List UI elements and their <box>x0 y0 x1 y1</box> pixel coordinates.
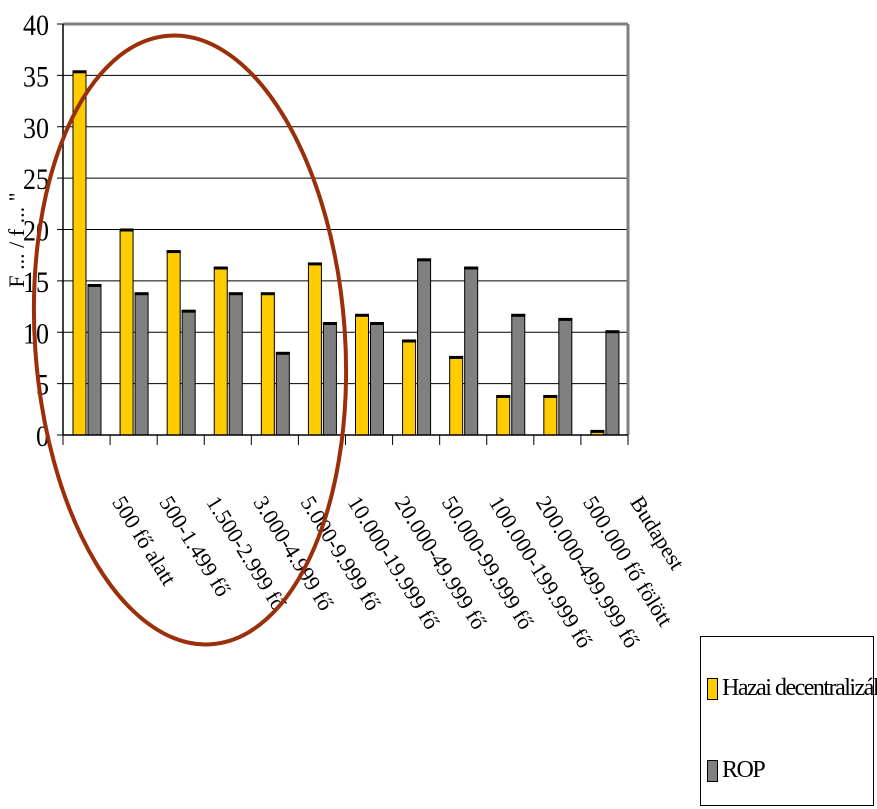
bar-hazai <box>307 262 322 436</box>
bar-rop <box>417 258 432 436</box>
bar-top-edge <box>119 228 134 232</box>
bar-top-edge <box>417 258 432 262</box>
legend-label-hazai: Hazai decentralizált <box>722 675 877 701</box>
bar-top-edge <box>307 262 322 266</box>
bar-hazai <box>72 70 87 436</box>
bar-top-edge <box>181 309 196 313</box>
bar-rop <box>87 284 102 436</box>
bar-top-edge <box>213 266 228 270</box>
bar-rop <box>605 330 620 436</box>
bar-top-edge <box>260 292 275 296</box>
bar-hazai <box>213 267 228 436</box>
bar-top-edge <box>134 292 149 296</box>
bar-top-edge <box>543 394 558 398</box>
legend-label-rop: ROP <box>722 757 766 783</box>
legend-swatch-hazai <box>707 677 718 700</box>
bar-top-edge <box>464 266 479 270</box>
bar-top-edge <box>496 394 511 398</box>
bar-rop <box>275 352 290 436</box>
legend-item-rop: ROP <box>707 757 766 784</box>
bar-rop <box>228 292 243 436</box>
y-tick-label: 25 <box>23 163 49 196</box>
bar-top-edge <box>449 355 464 359</box>
bar-top-edge <box>87 283 102 287</box>
bar-rop <box>181 310 196 436</box>
gridlines <box>63 74 628 385</box>
y-tick-label: 30 <box>23 112 49 145</box>
legend-item-hazai: Hazai decentralizált <box>707 675 877 702</box>
bars <box>72 70 620 436</box>
bar-hazai <box>166 250 181 436</box>
bar-top-edge <box>322 322 337 326</box>
y-tick-label: 35 <box>23 60 49 93</box>
bar-top-edge <box>511 313 526 317</box>
bar-rop <box>370 322 384 436</box>
bar-top-edge <box>590 429 605 433</box>
bar-rop <box>134 292 149 436</box>
bar-hazai <box>260 292 275 436</box>
bar-top-edge <box>275 351 290 355</box>
bar-rop <box>322 322 337 436</box>
bar-top-edge <box>558 317 573 321</box>
legend-swatch-rop <box>707 759 718 782</box>
bar-top-edge <box>228 292 243 296</box>
bar-top-edge <box>402 339 417 343</box>
bar-hazai <box>496 395 511 436</box>
y-axis-label: F ... / f ... " <box>4 192 29 287</box>
highlight-ellipse <box>31 33 349 647</box>
bar-rop <box>558 318 573 436</box>
bar-hazai <box>543 395 558 436</box>
bar-rop <box>511 314 526 436</box>
bar-top-edge <box>370 322 384 326</box>
bar-hazai <box>119 229 134 436</box>
bar-top-edge <box>605 330 620 334</box>
legend: Hazai decentralizált ROP <box>700 636 877 806</box>
bar-hazai <box>449 356 464 436</box>
y-tick-label: 40 <box>23 9 49 42</box>
bar-hazai <box>355 314 369 436</box>
bar-top-edge <box>72 70 87 74</box>
bar-rop <box>464 267 479 436</box>
bar-top-edge <box>355 313 369 317</box>
bar-top-edge <box>166 250 181 254</box>
bar-hazai <box>402 339 417 436</box>
